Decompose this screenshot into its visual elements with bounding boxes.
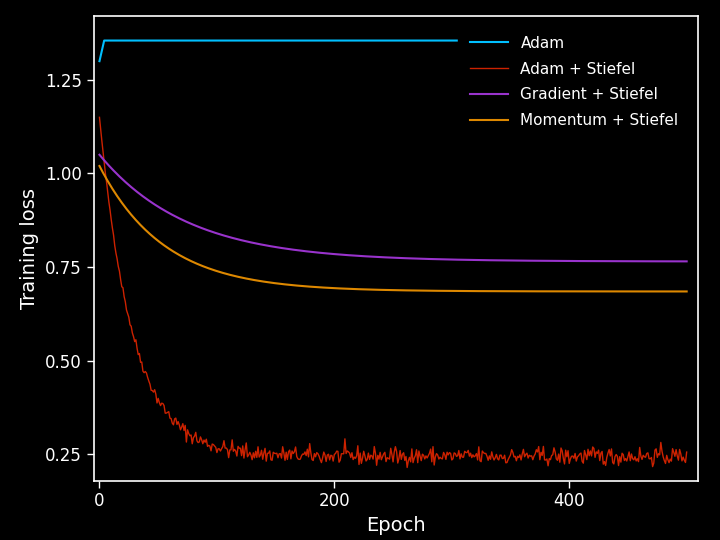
Momentum + Stiefel: [480, 288, 489, 294]
Adam: [482, 37, 490, 44]
Legend: Adam, Adam + Stiefel, Gradient + Stiefel, Momentum + Stiefel: Adam, Adam + Stiefel, Gradient + Stiefel…: [458, 24, 690, 140]
Adam + Stiefel: [309, 457, 318, 464]
Momentum + Stiefel: [581, 288, 590, 295]
Gradient + Stiefel: [309, 249, 318, 255]
Adam + Stiefel: [240, 447, 249, 453]
Adam + Stiefel: [474, 444, 483, 450]
Gradient + Stiefel: [240, 238, 249, 244]
Momentum + Stiefel: [266, 279, 274, 286]
Momentum + Stiefel: [309, 284, 318, 290]
X-axis label: Epoch: Epoch: [366, 516, 426, 535]
Adam: [242, 37, 251, 44]
Line: Momentum + Stiefel: Momentum + Stiefel: [99, 166, 687, 292]
Adam + Stiefel: [582, 456, 591, 463]
Line: Gradient + Stiefel: Gradient + Stiefel: [99, 155, 687, 261]
Adam: [474, 37, 483, 44]
Adam: [310, 37, 319, 44]
Gradient + Stiefel: [683, 258, 691, 265]
Adam: [266, 37, 275, 44]
Adam: [100, 37, 109, 44]
Gradient + Stiefel: [473, 257, 482, 264]
Adam + Stiefel: [95, 114, 104, 120]
Momentum + Stiefel: [95, 163, 104, 169]
Adam + Stiefel: [402, 464, 411, 471]
Gradient + Stiefel: [266, 243, 274, 249]
Y-axis label: Training loss: Training loss: [20, 188, 39, 309]
Momentum + Stiefel: [683, 288, 691, 295]
Line: Adam + Stiefel: Adam + Stiefel: [99, 117, 687, 468]
Adam: [95, 58, 104, 64]
Gradient + Stiefel: [480, 257, 489, 264]
Adam: [683, 37, 691, 44]
Momentum + Stiefel: [473, 288, 482, 294]
Gradient + Stiefel: [581, 258, 590, 264]
Gradient + Stiefel: [95, 152, 104, 158]
Adam + Stiefel: [266, 448, 274, 454]
Adam + Stiefel: [482, 450, 490, 457]
Line: Adam: Adam: [99, 40, 687, 61]
Adam + Stiefel: [683, 449, 691, 455]
Adam: [582, 37, 591, 44]
Momentum + Stiefel: [240, 275, 249, 281]
